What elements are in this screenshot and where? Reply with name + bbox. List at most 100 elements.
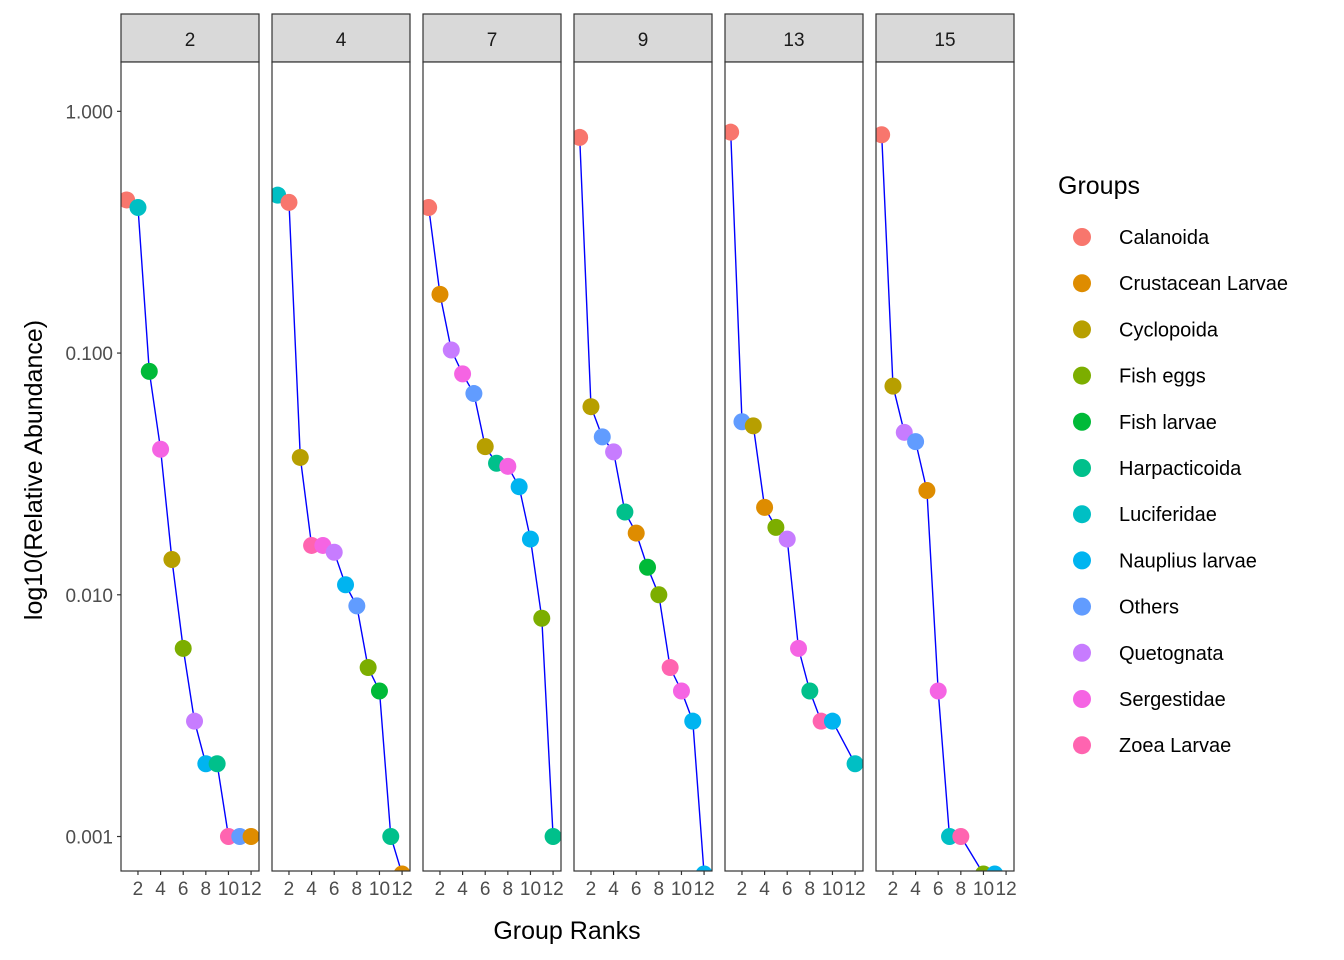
- data-point: [616, 503, 634, 521]
- x-tick-label: 4: [759, 879, 770, 900]
- data-point: [975, 865, 992, 871]
- data-point: [661, 659, 679, 677]
- legend-label: Cyclopoida: [1119, 319, 1219, 341]
- data-point: [952, 828, 970, 846]
- x-tick-label: 10: [822, 879, 843, 900]
- x-tick-label: 8: [956, 879, 967, 900]
- x-tick-label: 8: [805, 879, 816, 900]
- data-point: [767, 518, 785, 536]
- legend-item: Fish larvae: [1073, 412, 1217, 434]
- data-point: [605, 443, 623, 461]
- data-point: [593, 428, 611, 446]
- data-point: [756, 498, 774, 516]
- facet-strip-label: 2: [185, 30, 196, 51]
- legend-key: [1073, 736, 1091, 755]
- data-point: [280, 193, 298, 211]
- facet-strip-label: 15: [934, 30, 955, 51]
- legend-key: [1073, 551, 1091, 570]
- facet-strip: [875, 13, 1015, 63]
- x-tick-label: 10: [671, 879, 692, 900]
- data-point: [684, 712, 702, 730]
- legend: Groups Calanoida Crustacean Larvae Cyclopo…: [1058, 172, 1288, 757]
- data-point: [465, 385, 483, 403]
- panel-plot-area: [272, 186, 410, 871]
- data-point: [895, 423, 913, 441]
- data-point: [140, 362, 158, 380]
- x-tick-label: 4: [306, 879, 317, 900]
- data-point: [337, 576, 355, 594]
- data-point: [208, 755, 226, 773]
- y-axis: 0.001 0.010 0.100 1.000: [65, 102, 121, 849]
- data-point: [382, 828, 400, 846]
- x-tick-label: 6: [782, 879, 793, 900]
- y-tick-label: 0.001: [65, 828, 113, 849]
- legend-items: Calanoida Crustacean Larvae Cyclopoida Fish…: [1073, 227, 1288, 757]
- x-tick-label: 12: [996, 879, 1017, 900]
- data-point: [778, 530, 796, 548]
- data-point: [174, 639, 192, 657]
- x-tick-label: 8: [654, 879, 665, 900]
- legend-label: Quetognata: [1119, 643, 1224, 665]
- data-point: [876, 126, 891, 144]
- data-point: [986, 865, 1003, 871]
- data-point: [431, 285, 449, 303]
- x-tick-label: 8: [352, 879, 363, 900]
- legend-label: Calanoida: [1119, 227, 1210, 249]
- panel-plot-area: [725, 123, 863, 773]
- x-tick-label: 12: [694, 879, 715, 900]
- x-tick-label: 10: [218, 879, 239, 900]
- panel-background: [272, 62, 410, 871]
- data-point: [348, 597, 366, 615]
- data-point: [370, 682, 388, 700]
- legend-label: Fish eggs: [1119, 366, 1206, 388]
- legend-item: Quetognata: [1073, 643, 1224, 665]
- y-tick-label: 0.100: [65, 344, 113, 365]
- legend-label: Others: [1119, 597, 1179, 619]
- legend-label: Harpacticoida: [1119, 458, 1242, 480]
- legend-item: Crustacean Larvae: [1073, 273, 1288, 295]
- legend-label: Sergestidae: [1119, 689, 1226, 711]
- x-tick-label: 8: [201, 879, 212, 900]
- legend-item: Calanoida: [1073, 227, 1210, 249]
- x-tick-label: 4: [155, 879, 166, 900]
- panel-border: [573, 61, 713, 872]
- data-point: [846, 755, 863, 773]
- data-point: [163, 550, 181, 568]
- legend-item: Harpacticoida: [1073, 458, 1242, 480]
- legend-item: Cyclopoida: [1073, 319, 1219, 341]
- legend-label: Nauplius larvae: [1119, 550, 1257, 572]
- legend-key: [1073, 690, 1091, 708]
- x-tick-label: 2: [586, 879, 597, 900]
- panel-plot-area: [121, 191, 259, 846]
- legend-key: [1073, 366, 1091, 385]
- x-tick-label: 8: [503, 879, 514, 900]
- data-point: [359, 659, 377, 677]
- data-point: [725, 123, 740, 141]
- data-point: [454, 365, 472, 383]
- y-axis-title: log10(Relative Abundance): [20, 320, 48, 620]
- facet-strip-label: 13: [783, 30, 804, 51]
- data-point: [574, 128, 589, 146]
- data-point: [582, 398, 600, 416]
- x-tick-label: 6: [329, 879, 340, 900]
- x-tick-label: 10: [520, 879, 541, 900]
- x-axis-title: Group Ranks: [493, 917, 640, 945]
- panel-border: [724, 61, 864, 872]
- data-point: [544, 828, 561, 846]
- x-tick-label: 6: [631, 879, 642, 900]
- panel-plot-area: [574, 128, 712, 871]
- facet-strip-label: 4: [336, 30, 347, 51]
- facet-strip: [573, 13, 713, 63]
- data-point: [918, 482, 936, 500]
- data-point: [476, 438, 494, 456]
- facet-panel: 9 2 4 6 8 10 12: [573, 13, 715, 900]
- legend-item: Others: [1073, 597, 1179, 619]
- data-point: [744, 417, 762, 435]
- data-point: [639, 558, 657, 576]
- legend-key: [1073, 505, 1091, 524]
- data-point: [929, 682, 947, 700]
- data-point: [650, 586, 668, 604]
- x-tick-label: 6: [480, 879, 491, 900]
- legend-title: Groups: [1058, 172, 1140, 200]
- x-tick-label: 2: [737, 879, 748, 900]
